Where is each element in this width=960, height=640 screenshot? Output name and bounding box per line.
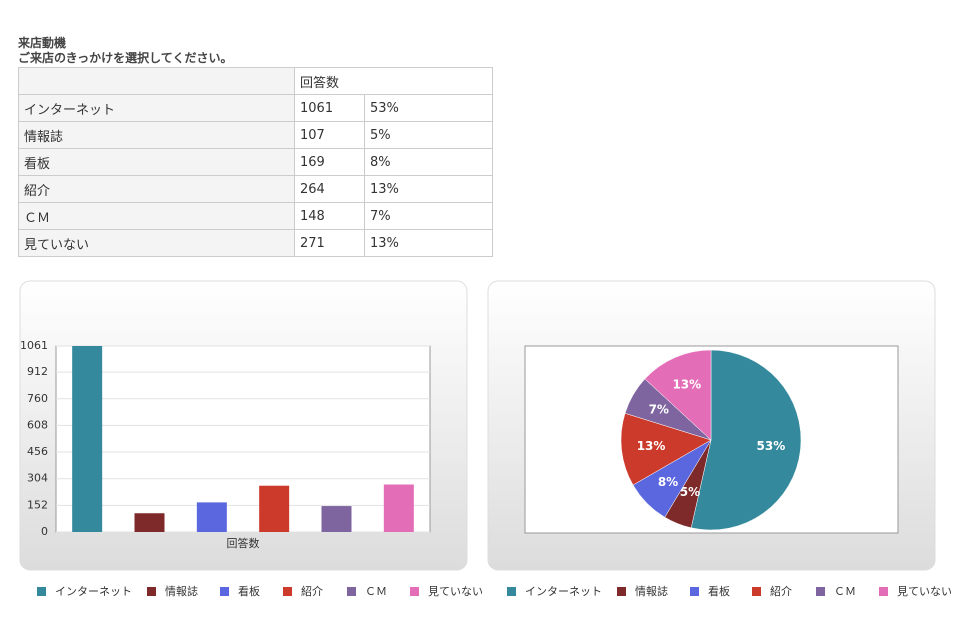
legend-swatch (347, 587, 356, 596)
bar (383, 484, 414, 532)
legend-swatch (507, 587, 516, 596)
pie-slice (690, 349, 802, 531)
legend-label: ＣＭ (365, 585, 387, 598)
bar (72, 346, 103, 532)
legend-label: 見ていない (428, 585, 483, 598)
plot-area (55, 345, 431, 533)
header-cell (18, 67, 295, 95)
legend-label: 看板 (708, 584, 730, 598)
table-cell: 見ていない (18, 229, 295, 257)
y-tick-label: 456 (27, 445, 48, 458)
y-tick-label: 152 (27, 498, 48, 511)
legend-swatch (617, 587, 626, 596)
table-cell: インターネット (18, 94, 295, 122)
bar (259, 485, 290, 532)
legend-label: 紹介 (770, 585, 792, 598)
table-cell: 13% (364, 229, 493, 257)
data-label: 13% (672, 377, 701, 391)
data-label: 53% (757, 439, 786, 453)
data-label: 5% (680, 485, 700, 499)
legend-swatch (752, 587, 761, 596)
legend-label: インターネット (55, 585, 132, 598)
data-label: 13% (637, 439, 666, 453)
y-tick-label: 608 (27, 418, 48, 431)
legend-swatch (37, 587, 46, 596)
pie-slice (620, 412, 712, 486)
legend-label: インターネット (525, 585, 602, 598)
legend-swatch (690, 587, 699, 596)
pie-slice (644, 349, 712, 441)
title: 来店動機 (18, 36, 67, 50)
header-cell: 回答数 (294, 67, 493, 95)
legend-swatch (283, 587, 292, 596)
legend-label: 看板 (238, 584, 260, 598)
table-cell: 看板 (18, 148, 295, 176)
table-cell: 271 (294, 229, 365, 257)
question: ご来店のきっかけを選択してください。 (18, 51, 233, 65)
y-tick-label: 760 (27, 392, 48, 405)
table-cell: 264 (294, 175, 365, 203)
legend-label: 見ていない (897, 585, 952, 598)
y-tick-label: 912 (27, 365, 48, 378)
y-tick-label: 304 (27, 472, 48, 485)
y-tick-label: 0 (41, 525, 48, 538)
table-cell: 148 (294, 202, 365, 230)
x-axis-label: 回答数 (227, 536, 260, 550)
legend-label: ＣＭ (834, 585, 856, 598)
y-tick-label: 1061 (20, 339, 48, 352)
legend-swatch (220, 587, 229, 596)
legend-label: 情報誌 (635, 584, 668, 598)
data-label: 8% (658, 475, 678, 489)
table: 回答数 インターネット 1061 53% 情報誌 107 5% 看板 169 8% 紹介 264 13… (18, 67, 493, 257)
legend-swatch (879, 587, 888, 596)
legend-label: 紹介 (301, 585, 323, 598)
legend-swatch (816, 587, 825, 596)
bar (321, 506, 352, 532)
bar (134, 513, 165, 532)
data-label: 7% (649, 402, 669, 416)
bar (196, 502, 227, 532)
legend-label: 情報誌 (165, 584, 198, 598)
table-cell: 7% (364, 202, 493, 230)
legend-swatch (147, 587, 156, 596)
legend-swatch (410, 587, 419, 596)
table-cell: 情報誌 (18, 121, 295, 149)
